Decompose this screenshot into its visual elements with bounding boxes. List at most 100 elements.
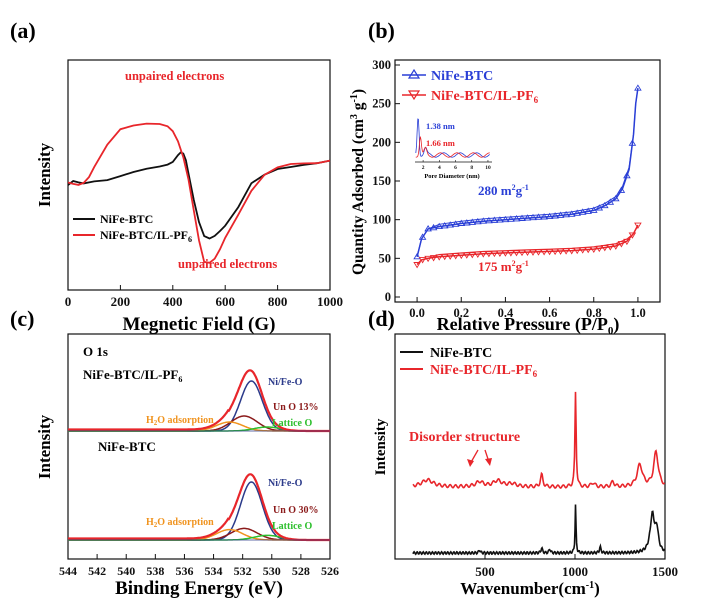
isotherm-marker-2 [584,246,592,254]
x-tick-label-d: 500 [475,564,495,579]
c-label-uno-top: Un O 13% [273,402,319,413]
isotherm-marker-2 [628,232,637,239]
x-tick-label-a: 400 [163,294,183,309]
isotherm-marker-2 [435,254,443,261]
panel-label-c: (c) [10,306,34,331]
y-axis-label-a: Intensity [35,142,54,207]
x-tick-label-b: 0.2 [453,306,469,320]
x-tick-label-c: 540 [117,564,135,578]
x-tick-label-c: 534 [205,564,223,578]
inset-label-2: 1.66 nm [426,138,455,148]
isotherm-marker-2 [446,253,454,260]
isotherm-marker-1 [501,215,510,223]
x-tick-label-b: 0.4 [498,306,514,320]
x-axis-label-a: Megnetic Field (G) [122,314,275,335]
legend-marker-b-2 [407,90,421,101]
isotherm-marker-2 [496,250,504,257]
isotherm-marker-1 [529,213,537,221]
x-tick-label-c: 536 [175,564,193,578]
y-tick-label-b: 300 [372,58,391,72]
series-b [413,84,642,269]
isotherm-marker-2 [512,250,521,257]
panel-label-a: (a) [10,18,36,43]
isotherm-marker-2 [451,253,460,260]
panel-label-b: (b) [368,18,395,43]
y-tick-label-b: 150 [372,174,391,188]
isotherm-marker-1 [463,219,471,226]
isotherm-marker-1 [601,201,609,209]
isotherm-marker-1 [457,219,466,226]
isotherm-marker-2 [440,253,449,261]
isotherm-marker-1 [562,210,570,218]
y-axis-label-d: Intensity [373,418,389,475]
x-tick-label-c: 542 [88,564,106,578]
isotherm-marker-2 [540,249,548,256]
isotherm-marker-2 [545,248,554,256]
panel-c: (c) 544 542 540 538 536 534 532 530 528 526 O 1s … [10,306,339,599]
panel-a: (a) 0 200 400 600 800 1000 unpaired electrons… [10,18,343,335]
isotherm-marker-1 [451,220,460,227]
x-tick-label-a: 600 [215,294,235,309]
c-title: O 1s [83,344,108,359]
x-axis-label-d: Wavenumber(cm-1) [460,579,600,598]
envelope-bottom [68,473,330,542]
isotherm-marker-1 [490,216,499,223]
x-tick-label-c: 532 [234,564,252,578]
c-label-lattice-bottom: Lattice O [272,521,312,532]
legend-marker-b-1 [407,68,421,79]
isotherm-marker-2 [485,251,493,258]
inset-label-1: 1.38 nm [426,121,455,131]
c-label-h2o-bottom: H2O adsorption [146,517,214,529]
inset-curve-blue [415,118,490,158]
legend-label-d-1: NiFe-BTC [430,346,492,361]
isotherm-marker-2 [429,255,438,262]
isotherm-marker-2 [556,248,565,255]
panel-b: (b) 0.0 0.2 0.4 0.6 0.8 1.0 0 50 100 150 200 250 300… [349,18,661,337]
inset-series-b: 2 4 6 8 10 [415,118,491,171]
isotherm-marker-1 [485,216,493,224]
isotherm-marker-1 [612,194,620,202]
c-label-uno-bottom: Un O 30% [273,505,319,516]
isotherm-marker-2 [413,262,421,269]
isotherm-marker-1 [623,171,631,179]
isotherm-marker-1 [440,222,449,229]
x-tick-label-b: 0.8 [586,306,602,320]
isotherm-marker-1 [590,206,598,213]
isotherm-marker-2 [501,250,510,257]
y-tick-label-b: 250 [372,97,391,111]
isotherm-marker-1 [523,214,532,221]
x-tick-label-c: 544 [59,564,77,578]
y-tick-label-b: 0 [385,290,391,304]
c-label-h2o-top: H2O adsorption [146,415,214,427]
isotherm-marker-1 [496,216,504,223]
c-sample-bottom: NiFe-BTC [98,439,156,454]
y-tick-label-b: 50 [379,251,392,265]
isotherm-marker-1 [617,186,626,193]
legend-label-a-1: NiFe-BTC [100,212,153,226]
plot-frame-c [67,333,331,560]
panel-label-d: (d) [368,306,395,331]
x-tick-label-b: 1.0 [630,306,646,320]
isotherm-marker-1 [606,198,615,205]
x-tick-label-c: 538 [146,564,164,578]
isotherm-marker-1 [479,217,488,224]
annotation-unpaired-bottom: unpaired electrons [178,257,277,271]
c-label-nife-o-bottom: Ni/Fe-O [268,478,303,489]
isotherm-marker-2 [606,244,615,251]
legend-label-a-2: NiFe-BTC/IL-PF6 [100,228,192,244]
isotherm-adsorption-2 [416,224,639,266]
isotherm-marker-1 [435,222,443,230]
annotation-unpaired-top: unpaired electrons [125,69,224,83]
isotherm-marker-1 [512,215,521,222]
y-axis-label-b: Quantity Adsorbed (cm3 g-1) [349,89,367,275]
y-axis-label-c: Intensity [35,414,54,479]
isotherm-marker-1 [507,215,515,222]
isotherm-marker-2 [468,252,477,259]
isotherm-marker-2 [507,250,515,257]
legend-label-b-2: NiFe-BTC/IL-PF6 [431,89,539,105]
isotherm-marker-1 [540,213,548,220]
isotherm-marker-1 [518,214,526,221]
series-c [68,369,330,542]
isotherm-marker-1 [424,225,432,232]
